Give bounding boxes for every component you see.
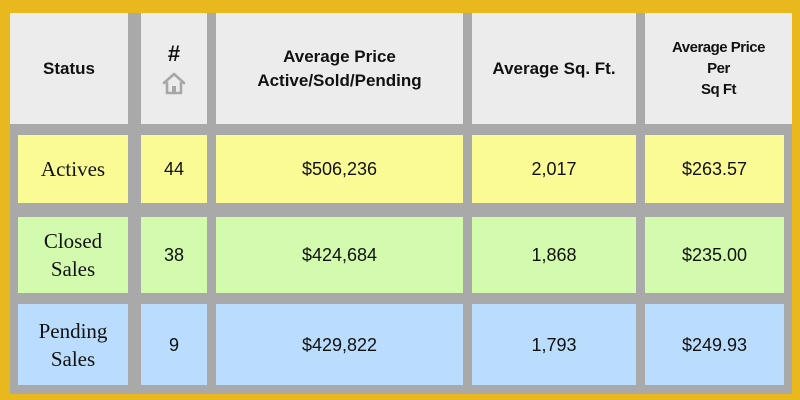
row-closed-price-per-sqft: $235.00 (681, 245, 748, 265)
table-row-count: 44 (141, 135, 207, 203)
header-average-sqft-label: Average Sq. Ft. (492, 58, 616, 78)
row-pending-avg-price: $429,822 (301, 334, 378, 355)
header-price-per-sqft-line3: Sq Ft (700, 81, 737, 98)
table-row-count: 38 (141, 217, 207, 293)
table-row-avg-sqft: 1,793 (472, 304, 636, 385)
table-row-price-per-sqft: $235.00 (645, 217, 784, 293)
table-row-status: Closed Sales (18, 217, 128, 293)
header-count: # (141, 13, 207, 124)
table-row-avg-price: $429,822 (216, 304, 463, 385)
table-row-status: Actives (18, 135, 128, 203)
row-pending-price-per-sqft: $249.93 (681, 334, 748, 355)
row-closed-status-line2: Sales (50, 257, 96, 281)
header-price-per-sqft-line2: Per (707, 60, 730, 77)
table-row-avg-price: $506,236 (216, 135, 463, 203)
row-actives-price-per-sqft: $263.57 (681, 159, 748, 179)
table-row-avg-sqft: 2,017 (472, 135, 636, 203)
row-closed-avg-price: $424,684 (301, 245, 378, 265)
row-closed-status-line1: Closed (43, 229, 103, 253)
row-closed-avg-sqft: 1,868 (531, 245, 577, 265)
header-price-per-sqft-line1: Average Price (671, 39, 766, 56)
house-icon (162, 72, 186, 94)
table-row-avg-price: $424,684 (216, 217, 463, 293)
table-row-avg-sqft: 1,868 (472, 217, 636, 293)
table-row-status: Pending Sales (18, 304, 128, 385)
row-closed-count: 38 (163, 245, 185, 265)
row-pending-status-line2: Sales (50, 346, 96, 371)
header-status: Status (10, 13, 128, 124)
table-row-price-per-sqft: $249.93 (645, 304, 784, 385)
row-pending-status-line1: Pending (38, 318, 108, 343)
row-actives-avg-price: $506,236 (301, 159, 378, 179)
header-average-price-line2: Active/Sold/Pending (257, 70, 422, 90)
row-actives-status: Actives (40, 157, 106, 181)
header-price-per-sqft: Average Price Per Sq Ft (645, 13, 792, 124)
market-stats-table: Status # Average Price Active/Sold/Pendi… (10, 13, 792, 394)
header-average-price: Average Price Active/Sold/Pending (216, 13, 463, 124)
row-actives-count: 44 (163, 159, 185, 179)
table-row-count: 9 (141, 304, 207, 385)
row-pending-count: 9 (168, 334, 179, 355)
header-average-sqft: Average Sq. Ft. (472, 13, 636, 124)
header-count-symbol: # (167, 40, 181, 66)
row-actives-avg-sqft: 2,017 (531, 159, 577, 179)
row-pending-avg-sqft: 1,793 (531, 334, 577, 355)
table-row-price-per-sqft: $263.57 (645, 135, 784, 203)
header-average-price-line1: Average Price (283, 46, 396, 66)
header-status-label: Status (43, 58, 95, 78)
